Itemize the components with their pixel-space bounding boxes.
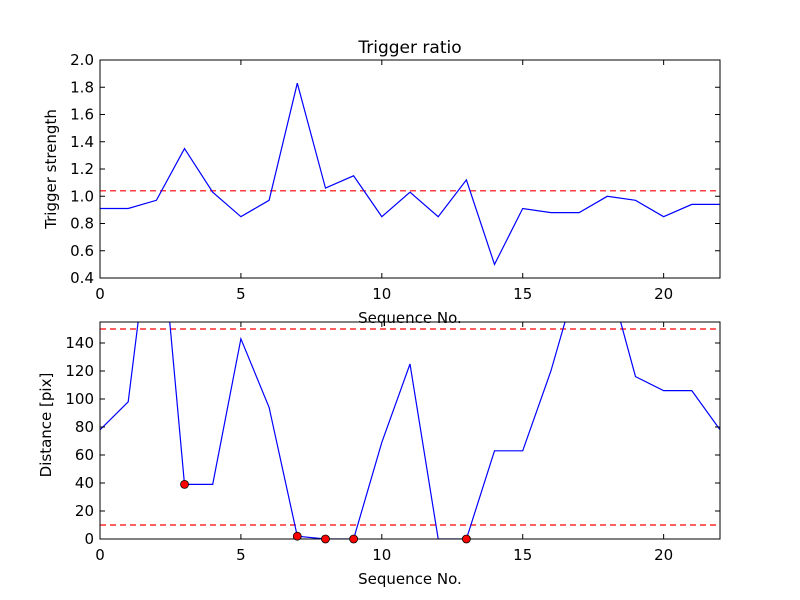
y-tick-label: 0 [84, 530, 94, 548]
x-tick-label: 10 [372, 546, 391, 564]
y-tick-label: 1.6 [70, 106, 94, 124]
data-marker [180, 479, 189, 489]
y-axis-label: Trigger strength [42, 109, 60, 230]
y-tick-label: 0.4 [70, 269, 94, 287]
x-axis-label: Sequence No. [358, 570, 462, 588]
x-tick-label: 5 [236, 546, 246, 564]
y-tick-label: 40 [75, 474, 94, 492]
x-tick-label: 0 [95, 546, 105, 564]
x-tick-label: 20 [654, 285, 673, 303]
data-marker [461, 534, 471, 544]
y-tick-label: 1.4 [70, 133, 94, 151]
y-tick-label: 120 [65, 362, 94, 380]
y-tick-label: 140 [65, 334, 94, 352]
y-tick-label: 1.8 [70, 78, 94, 96]
plot-frame [99, 321, 721, 540]
data-marker [292, 531, 302, 541]
x-axis-label: Sequence No. [358, 309, 462, 327]
x-tick-label: 0 [95, 285, 105, 303]
series-line [100, 83, 720, 266]
y-tick-label: 2.0 [70, 51, 94, 69]
chart-title: Trigger ratio [357, 38, 461, 58]
series-line [100, 322, 720, 539]
y-tick-label: 0.6 [70, 242, 94, 260]
y-tick-label: 1.0 [70, 187, 94, 205]
y-tick-label: 1.2 [70, 160, 94, 178]
y-tick-label: 60 [75, 446, 94, 464]
x-tick-label: 15 [513, 285, 532, 303]
x-tick-label: 15 [513, 546, 532, 564]
x-tick-label: 10 [372, 285, 391, 303]
x-tick-label: 5 [236, 285, 246, 303]
y-tick-label: 20 [75, 502, 94, 520]
distance-chart: 0 20 40 60 80 100 120 140 0 5 10 15 20 Distance [pi… [37, 321, 721, 588]
y-tick-label: 100 [65, 390, 94, 408]
data-marker [321, 534, 330, 544]
y-tick-label: 80 [75, 418, 94, 436]
y-tick-label: 0.8 [70, 215, 94, 233]
data-marker [349, 534, 359, 544]
x-tick-label: 20 [654, 546, 673, 564]
y-axis-label: Distance [pix] [37, 373, 55, 478]
